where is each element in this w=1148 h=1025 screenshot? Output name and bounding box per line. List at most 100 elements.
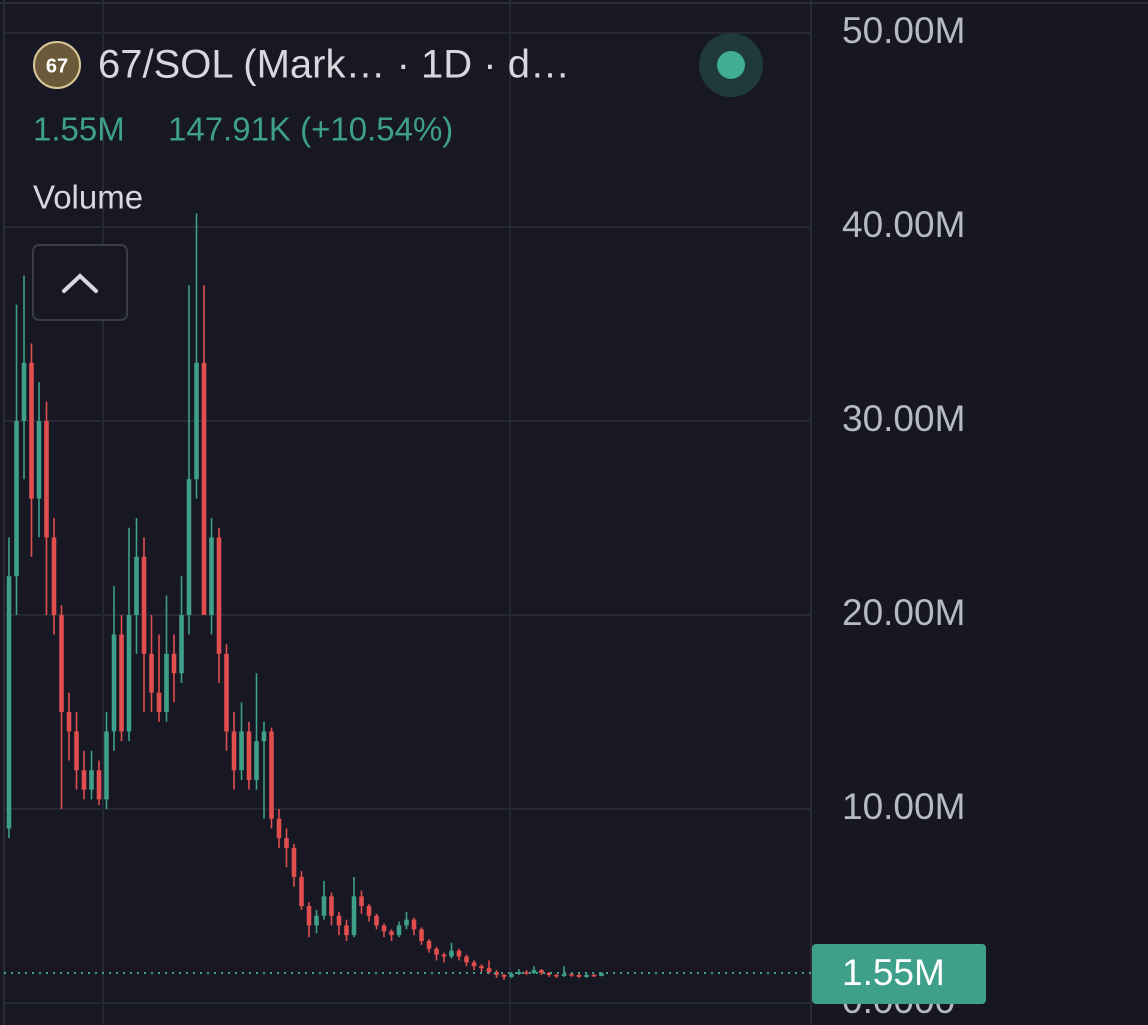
candle-body bbox=[366, 906, 372, 916]
candle-body bbox=[231, 731, 237, 771]
candle-body bbox=[329, 896, 334, 916]
candle-body bbox=[389, 931, 394, 936]
candle-body bbox=[164, 653, 169, 713]
candle-body bbox=[306, 906, 312, 926]
candle-body bbox=[599, 973, 604, 976]
candle-body bbox=[194, 362, 199, 480]
candle-body bbox=[179, 615, 184, 674]
candle-body bbox=[149, 653, 154, 693]
y-tick-label: 50.00M bbox=[842, 10, 965, 51]
plot-area bbox=[0, 0, 810, 1025]
candle-body bbox=[584, 974, 589, 977]
candle-body bbox=[284, 838, 289, 848]
candle-body bbox=[156, 692, 162, 713]
candle-body bbox=[441, 954, 447, 957]
candle-body bbox=[104, 731, 109, 800]
candle-body bbox=[59, 615, 64, 713]
candle-body bbox=[591, 974, 597, 977]
y-tick-label: 40.00M bbox=[842, 204, 965, 245]
candle-body bbox=[276, 818, 282, 839]
candle-body bbox=[449, 950, 454, 957]
candle-body bbox=[246, 731, 252, 780]
candle-body bbox=[134, 556, 139, 616]
candle-body bbox=[141, 556, 147, 654]
candle-body bbox=[216, 537, 222, 654]
candle-body bbox=[576, 974, 582, 977]
candle-body bbox=[404, 919, 409, 926]
candle-body bbox=[29, 362, 34, 499]
candle-body bbox=[119, 634, 124, 732]
candle-body bbox=[411, 919, 417, 930]
candle-body bbox=[126, 615, 132, 732]
legend-change: 147.91K (+10.54%) bbox=[168, 111, 453, 148]
logo-text: 67 bbox=[46, 55, 68, 77]
candle-body bbox=[344, 925, 349, 936]
candle-body bbox=[426, 940, 432, 949]
candle-body bbox=[471, 962, 477, 967]
chevron-up[interactable] bbox=[62, 273, 98, 293]
candle-body bbox=[21, 362, 27, 422]
candle-body bbox=[501, 974, 507, 977]
candle-body bbox=[261, 731, 267, 742]
candle-body bbox=[539, 970, 544, 974]
candle-body bbox=[96, 770, 102, 800]
candle-body bbox=[36, 421, 42, 499]
candle-body bbox=[396, 925, 402, 936]
candle-body bbox=[81, 770, 87, 790]
candle-body bbox=[291, 847, 297, 877]
candle-body bbox=[351, 896, 357, 936]
last-price-box bbox=[812, 944, 986, 1005]
marks bbox=[4, 31, 812, 1005]
candle-body bbox=[269, 731, 274, 819]
candle-body bbox=[224, 653, 229, 732]
candle-body bbox=[74, 731, 79, 771]
candle-body bbox=[111, 634, 117, 732]
candle-body bbox=[314, 915, 319, 926]
candle-body bbox=[531, 970, 537, 974]
status-dot bbox=[717, 51, 745, 79]
candle-body bbox=[456, 950, 462, 957]
candle-body bbox=[374, 915, 379, 926]
candle-body bbox=[479, 966, 484, 969]
y-tick-label: 20.00M bbox=[842, 592, 965, 633]
candle-body bbox=[419, 929, 424, 941]
candle-body bbox=[51, 537, 57, 616]
candle-body bbox=[209, 537, 214, 616]
candle-body bbox=[254, 741, 259, 780]
candle-body bbox=[239, 731, 244, 771]
candle-body bbox=[509, 973, 514, 977]
chart-title: 67/SOL (Mark… · 1D · d… bbox=[98, 43, 570, 87]
candle-body bbox=[89, 770, 94, 790]
logo bbox=[33, 41, 81, 89]
candle-body bbox=[434, 948, 439, 955]
candle-body bbox=[554, 974, 559, 977]
candle-body bbox=[516, 972, 522, 974]
candle-body bbox=[201, 362, 207, 616]
collapse-button-box[interactable] bbox=[32, 244, 128, 321]
candle-body bbox=[546, 973, 552, 975]
candle-body bbox=[321, 896, 327, 916]
last-price-label: 1.55M bbox=[842, 952, 945, 993]
candle-body bbox=[299, 876, 304, 907]
y-tick-label: 30.00M bbox=[842, 398, 965, 439]
indicator-label: Volume bbox=[33, 179, 143, 216]
candle-body bbox=[44, 421, 49, 538]
candle-body bbox=[359, 896, 364, 907]
candle-body bbox=[66, 712, 72, 732]
candle-body bbox=[569, 973, 574, 976]
candle-body bbox=[186, 479, 192, 616]
candle-body bbox=[524, 972, 529, 974]
candle-body bbox=[381, 925, 387, 932]
collapse-button[interactable] bbox=[32, 244, 128, 321]
candle-body bbox=[336, 915, 342, 926]
candle-body bbox=[171, 653, 177, 674]
legend-value: 1.55M bbox=[33, 111, 125, 148]
candle-body bbox=[6, 576, 12, 829]
candle-body bbox=[464, 956, 469, 963]
candle-body bbox=[561, 973, 567, 976]
candle-body bbox=[14, 421, 19, 577]
candle-body bbox=[494, 972, 499, 975]
candle-body bbox=[486, 968, 492, 973]
